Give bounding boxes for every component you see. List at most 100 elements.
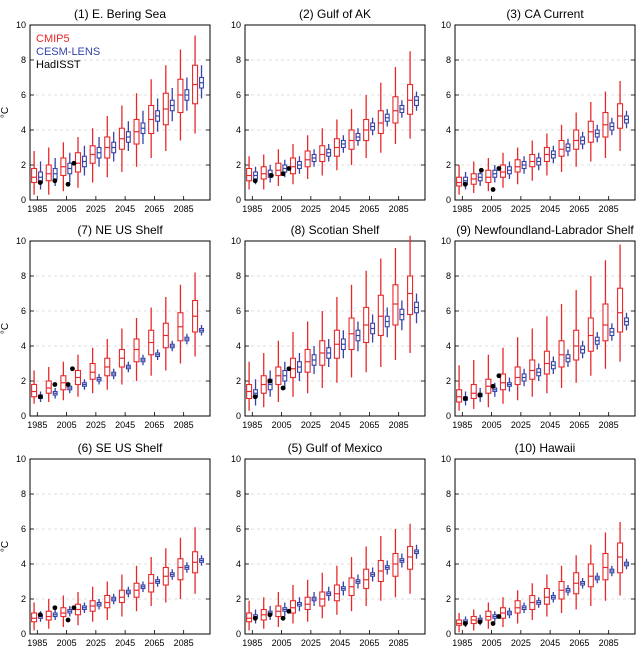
- x-tick-label: 2005: [57, 204, 77, 214]
- box: [31, 383, 38, 398]
- x-tick-label: 1985: [242, 638, 262, 646]
- cesm-lens-series: [253, 293, 419, 406]
- y-axis-label: °C: [0, 107, 11, 118]
- plot-frame: [244, 24, 426, 201]
- panel-title: (1) E. Bering Sea: [74, 7, 166, 21]
- box: [499, 373, 507, 391]
- x-tick-label: 2025: [511, 204, 531, 214]
- box: [333, 584, 340, 602]
- panel-title: (8) Scotian Shelf: [291, 223, 380, 237]
- box: [573, 129, 580, 150]
- hadisst-point: [267, 378, 273, 384]
- box: [133, 338, 140, 363]
- y-tick-label: 2: [446, 376, 451, 386]
- y-tick-label: 2: [21, 160, 26, 170]
- x-tick-label: 2065: [144, 638, 164, 646]
- box: [529, 153, 536, 168]
- box: [485, 169, 492, 184]
- panel-6: (9) Newfoundland-Labrador Shelf 0 2 4 6 8 10 19…: [441, 223, 636, 430]
- y-tick-label: 6: [236, 524, 241, 534]
- panel-2: (2) Gulf of AK 0 2 4 6 8 10 1985 2005 2025 2045 206…: [231, 7, 426, 214]
- hadisst-point: [462, 181, 468, 187]
- y-tick-label: 6: [21, 306, 26, 316]
- y-tick-label: 8: [446, 489, 451, 499]
- x-tick-label: 2005: [272, 204, 292, 214]
- x-tick-label: 2065: [359, 204, 379, 214]
- y-tick-label: 10: [231, 454, 241, 464]
- box: [514, 159, 521, 173]
- y-tick-label: 0: [446, 195, 451, 205]
- y-tick-label: 0: [236, 195, 241, 205]
- plot-frame: [244, 240, 426, 417]
- y-tick-label: 4: [236, 125, 241, 135]
- box: [414, 96, 419, 107]
- legend-entry: CESM-LENS: [36, 46, 100, 58]
- box: [260, 166, 267, 180]
- x-tick-label: 1985: [452, 638, 472, 646]
- x-tick-label: 2025: [86, 638, 106, 646]
- hadisst-point: [280, 171, 286, 177]
- box: [456, 389, 463, 403]
- legend-entry: CMIP5: [36, 33, 70, 45]
- box: [319, 145, 326, 163]
- y-tick-label: 8: [21, 55, 26, 65]
- box: [363, 568, 370, 590]
- y-tick-label: 6: [446, 90, 451, 100]
- panel-title: (10) Hawaii: [515, 441, 576, 455]
- y-tick-label: 2: [236, 160, 241, 170]
- x-tick-label: 2045: [540, 420, 560, 430]
- y-tick-label: 8: [236, 271, 241, 281]
- box: [377, 294, 384, 337]
- box: [89, 362, 96, 380]
- y-axis-label: °C: [0, 541, 11, 552]
- hadisst-point: [478, 167, 484, 173]
- x-tick-label: 2065: [144, 420, 164, 430]
- box: [74, 152, 82, 173]
- panel-9: (10) Hawaii 0 2 4 6 8 10 1985 2005 2025 2045 2065 20…: [441, 441, 636, 646]
- cmip5-series: [456, 81, 624, 195]
- box: [617, 287, 624, 333]
- hadisst-point: [490, 187, 496, 192]
- x-tick-label: 2045: [115, 638, 135, 646]
- y-tick-label: 8: [236, 55, 241, 65]
- cmip5-series: [246, 235, 414, 411]
- box: [456, 619, 463, 626]
- box: [45, 164, 52, 182]
- hadisst-point: [280, 615, 286, 621]
- y-tick-label: 8: [21, 271, 26, 281]
- x-tick-label: 2085: [389, 420, 409, 430]
- box: [470, 383, 477, 400]
- y-tick-label: 6: [21, 90, 26, 100]
- y-tick-label: 2: [236, 594, 241, 604]
- y-tick-label: 8: [446, 55, 451, 65]
- y-tick-label: 8: [21, 489, 26, 499]
- cesm-lens-series: [253, 91, 419, 185]
- y-tick-label: 10: [441, 20, 451, 30]
- x-tick-label: 2045: [115, 204, 135, 214]
- plot-frame: [29, 458, 211, 635]
- x-tick-label: 2065: [569, 420, 589, 430]
- cesm-lens-series: [38, 65, 204, 190]
- x-tick-label: 2025: [301, 420, 321, 430]
- x-tick-label: 2045: [115, 420, 135, 430]
- hadisst-point: [268, 173, 274, 178]
- box: [514, 366, 521, 386]
- y-tick-label: 2: [446, 160, 451, 170]
- box: [31, 167, 38, 184]
- cmip5-series: [456, 244, 624, 411]
- plot-frame: [29, 24, 211, 201]
- box: [45, 610, 52, 621]
- cmip5-series: [31, 272, 199, 404]
- y-tick-label: 4: [446, 341, 451, 351]
- y-tick-label: 10: [16, 454, 26, 464]
- x-tick-label: 2085: [389, 204, 409, 214]
- box: [558, 139, 565, 157]
- y-tick-label: 6: [446, 306, 451, 316]
- cmip5-series: [31, 527, 199, 631]
- y-tick-label: 2: [21, 376, 26, 386]
- x-tick-label: 1985: [452, 204, 472, 214]
- cmip5-series: [31, 35, 199, 195]
- x-tick-label: 2005: [57, 420, 77, 430]
- hadisst-point: [286, 366, 292, 372]
